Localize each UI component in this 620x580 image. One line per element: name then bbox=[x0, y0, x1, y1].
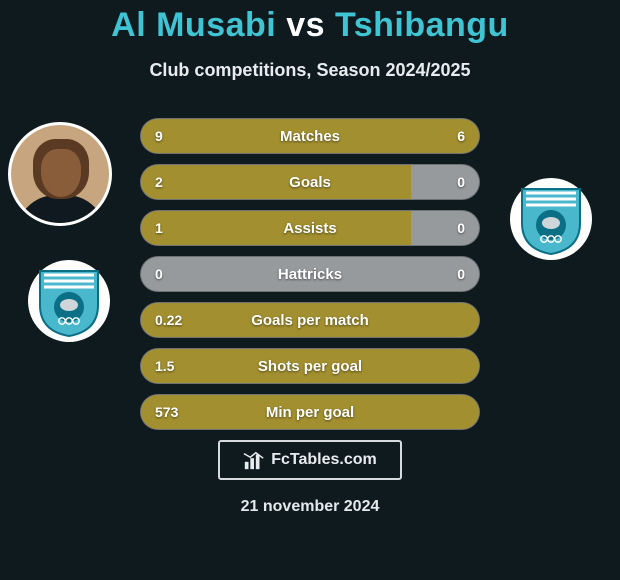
stat-label: Hattricks bbox=[278, 266, 342, 283]
date-text: 21 november 2024 bbox=[0, 498, 620, 516]
stat-value-left: 2 bbox=[155, 174, 163, 190]
stat-row: 1 Assists 0 bbox=[140, 210, 480, 246]
title-vs: vs bbox=[286, 6, 325, 44]
stat-label: Goals bbox=[289, 174, 331, 191]
stat-label: Shots per goal bbox=[258, 358, 362, 375]
stat-row: 2 Goals 0 bbox=[140, 164, 480, 200]
stat-row: 1.5 Shots per goal bbox=[140, 348, 480, 384]
stat-label: Matches bbox=[280, 128, 340, 145]
stat-row: 9 Matches 6 bbox=[140, 118, 480, 154]
stat-value-left: 0 bbox=[155, 266, 163, 282]
player1-avatar bbox=[8, 122, 112, 226]
stat-value-right: 0 bbox=[457, 174, 465, 190]
stat-value-right: 0 bbox=[457, 220, 465, 236]
stat-rows: 9 Matches 6 2 Goals 0 1 Assists 0 0 Hattricks 0 0.22… bbox=[140, 118, 480, 440]
subtitle: Club competitions, Season 2024/2025 bbox=[0, 60, 620, 81]
title-player2: Tshibangu bbox=[335, 6, 509, 44]
stat-row: 0.22 Goals per match bbox=[140, 302, 480, 338]
stat-value-left: 1 bbox=[155, 220, 163, 236]
brand-box: FcTables.com bbox=[218, 440, 402, 480]
stat-value-left: 9 bbox=[155, 128, 163, 144]
stat-value-left: 1.5 bbox=[155, 358, 174, 374]
stat-label: Min per goal bbox=[266, 404, 354, 421]
stat-value-right: 6 bbox=[457, 128, 465, 144]
stat-fill-left bbox=[141, 165, 411, 199]
title-player1: Al Musabi bbox=[111, 6, 276, 44]
stat-row: 0 Hattricks 0 bbox=[140, 256, 480, 292]
player1-club-crest bbox=[28, 260, 110, 342]
stat-label: Goals per match bbox=[251, 312, 369, 329]
stat-value-left: 573 bbox=[155, 404, 178, 420]
stat-fill-left bbox=[141, 211, 411, 245]
brand-text: FcTables.com bbox=[271, 451, 377, 469]
stat-row: 573 Min per goal bbox=[140, 394, 480, 430]
player2-club-crest bbox=[510, 178, 592, 260]
bar-chart-icon bbox=[243, 449, 265, 471]
stat-label: Assists bbox=[283, 220, 336, 237]
stat-value-left: 0.22 bbox=[155, 312, 182, 328]
stat-value-right: 0 bbox=[457, 266, 465, 282]
page-title: Al Musabi vs Tshibangu bbox=[0, 6, 620, 45]
